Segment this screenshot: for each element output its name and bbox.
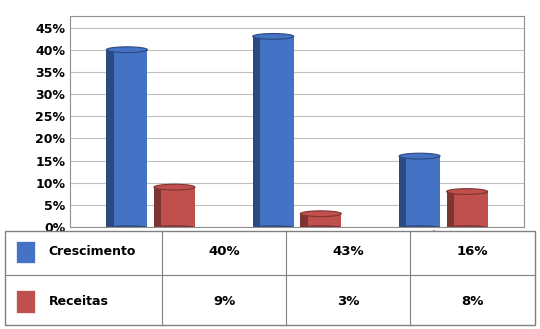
Bar [399, 156, 407, 227]
Ellipse shape [399, 153, 440, 159]
Ellipse shape [106, 225, 147, 229]
Text: 3%: 3% [337, 295, 360, 308]
Ellipse shape [447, 225, 488, 229]
Ellipse shape [106, 47, 147, 53]
Ellipse shape [154, 184, 195, 190]
Text: 8%: 8% [461, 295, 484, 308]
Bar [16, 290, 35, 313]
Bar [106, 50, 114, 227]
Text: 9%: 9% [213, 295, 235, 308]
Ellipse shape [253, 225, 294, 229]
Bar [454, 191, 488, 227]
Ellipse shape [399, 225, 440, 229]
Bar [407, 156, 440, 227]
Bar [308, 214, 341, 227]
Ellipse shape [253, 34, 294, 39]
Text: Crescimento: Crescimento [49, 245, 136, 259]
Bar [154, 187, 161, 227]
Bar [253, 37, 260, 227]
Ellipse shape [154, 225, 195, 229]
Ellipse shape [300, 211, 341, 216]
Bar [260, 37, 294, 227]
Bar [16, 241, 35, 263]
Ellipse shape [300, 225, 341, 229]
Bar [114, 50, 147, 227]
Bar [447, 191, 454, 227]
Ellipse shape [447, 189, 488, 194]
Bar [300, 214, 308, 227]
Text: 40%: 40% [208, 245, 240, 259]
Text: 16%: 16% [457, 245, 488, 259]
Text: 43%: 43% [333, 245, 364, 259]
Bar [161, 187, 195, 227]
Text: Receitas: Receitas [49, 295, 109, 308]
